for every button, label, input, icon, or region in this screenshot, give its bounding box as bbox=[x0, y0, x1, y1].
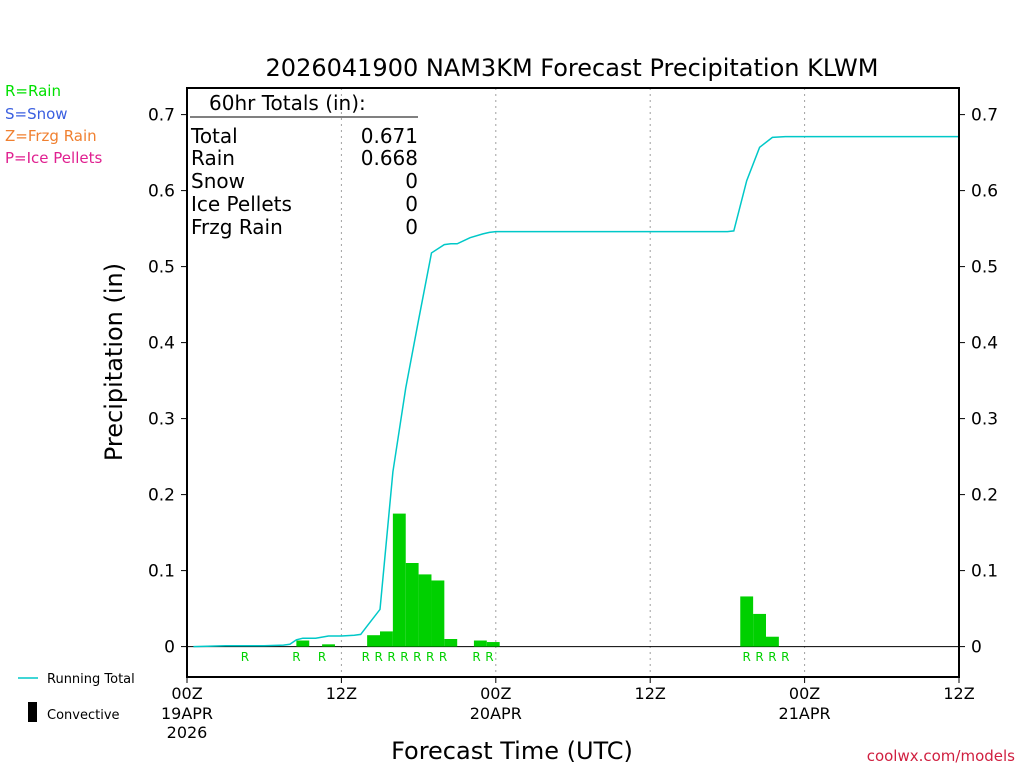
totals-value-ice-pellets: 0 bbox=[405, 192, 418, 216]
legend-frzg-rain: Z=Frzg Rain bbox=[5, 127, 97, 145]
x-tick-label: 00Z bbox=[171, 684, 202, 703]
y-tick-label-left: 0.1 bbox=[148, 562, 175, 582]
precip-bar bbox=[380, 631, 393, 647]
y-axis-ticks: 0 00.1 0.10.2 0.20.3 0.30.4 0.40.5 0.50.6 0.60.… bbox=[148, 106, 998, 658]
precip-type-marker: R bbox=[292, 650, 300, 664]
bottom-legend: Running Total Convective bbox=[18, 672, 135, 723]
totals-heading: 60hr Totals (in): bbox=[209, 91, 366, 115]
gridlines bbox=[340, 88, 806, 677]
x-tick-date-label: 19APR bbox=[161, 704, 213, 723]
precip-bar bbox=[431, 580, 445, 647]
precip-bars bbox=[296, 513, 779, 647]
totals-value-rain: 0.668 bbox=[361, 146, 418, 170]
precip-type-marker: R bbox=[768, 650, 776, 664]
precip-bar bbox=[473, 640, 487, 647]
y-tick-label-left: 0.6 bbox=[148, 182, 175, 202]
y-tick-label-left: 0.7 bbox=[148, 106, 175, 126]
totals-label-total: Total bbox=[190, 124, 238, 148]
totals-value-snow: 0 bbox=[405, 169, 418, 193]
x-tick-date-label: 2026 bbox=[167, 723, 208, 742]
legend-snow: S=Snow bbox=[5, 105, 68, 123]
precip-type-marker: R bbox=[318, 650, 326, 664]
y-tick-label-right: 0.1 bbox=[971, 562, 998, 582]
x-tick-label: 12Z bbox=[326, 684, 357, 703]
convective-label: Convective bbox=[47, 708, 120, 723]
precip-type-marker: R bbox=[413, 650, 421, 664]
precip-bar bbox=[418, 574, 432, 647]
type-legend: R=Rain S=Snow Z=Frzg Rain P=Ice Pellets bbox=[5, 82, 102, 167]
totals-label-ice-pellets: Ice Pellets bbox=[191, 192, 292, 216]
precip-type-marker: R bbox=[781, 650, 789, 664]
precip-type-marker: R bbox=[241, 650, 249, 664]
y-tick-label-right: 0 bbox=[971, 638, 982, 658]
totals-label-frzg-rain: Frzg Rain bbox=[191, 215, 283, 239]
precip-type-marker: R bbox=[375, 650, 383, 664]
y-tick-label-right: 0.6 bbox=[971, 182, 998, 202]
precip-type-marker: R bbox=[472, 650, 480, 664]
y-tick-label-right: 0.2 bbox=[971, 486, 998, 506]
precip-type-marker: R bbox=[426, 650, 434, 664]
y-tick-label-right: 0.7 bbox=[971, 106, 998, 126]
running-total-line bbox=[193, 135, 959, 648]
totals-value-frzg-rain: 0 bbox=[405, 215, 418, 239]
legend-rain: R=Rain bbox=[5, 82, 61, 100]
totals-label-rain: Rain bbox=[191, 146, 235, 170]
precip-bar bbox=[486, 642, 500, 647]
precip-type-marker: R bbox=[743, 650, 751, 664]
x-tick-label: 00Z bbox=[480, 684, 511, 703]
y-tick-label-right: 0.4 bbox=[971, 334, 998, 354]
y-tick-label-left: 0.2 bbox=[148, 486, 175, 506]
x-tick-label: 12Z bbox=[943, 684, 974, 703]
y-tick-label-right: 0.5 bbox=[971, 258, 998, 278]
precip-type-marker: R bbox=[362, 650, 370, 664]
precip-bar bbox=[296, 640, 310, 647]
plot-frame bbox=[186, 87, 960, 678]
credit-text: coolwx.com/models bbox=[867, 747, 1015, 765]
precip-type-marker: R bbox=[387, 650, 395, 664]
precip-type-marker: R bbox=[400, 650, 408, 664]
totals-label-snow: Snow bbox=[191, 169, 245, 193]
x-tick-label: 12Z bbox=[635, 684, 666, 703]
precip-bar bbox=[753, 613, 766, 647]
x-tick-date-label: 21APR bbox=[779, 704, 831, 723]
precip-bar bbox=[392, 513, 406, 647]
y-tick-label-left: 0.4 bbox=[148, 334, 175, 354]
x-tick-label: 00Z bbox=[789, 684, 820, 703]
y-tick-label-left: 0.3 bbox=[148, 410, 175, 430]
convective-swatch bbox=[28, 702, 37, 722]
precip-type-marker: R bbox=[439, 650, 447, 664]
y-tick-label-left: 0.5 bbox=[148, 258, 175, 278]
precip-bar bbox=[444, 639, 458, 647]
precip-bar bbox=[740, 596, 754, 647]
precip-type-marker: R bbox=[755, 650, 763, 664]
totals-value-total: 0.671 bbox=[361, 124, 418, 148]
x-axis-label: Forecast Time (UTC) bbox=[391, 737, 633, 765]
precip-type-marker: R bbox=[485, 650, 493, 664]
precip-bar bbox=[322, 644, 335, 647]
legend-ice-pellets: P=Ice Pellets bbox=[5, 149, 102, 167]
y-tick-label-right: 0.3 bbox=[971, 410, 998, 430]
precip-bar bbox=[766, 636, 779, 647]
precip-bar bbox=[405, 563, 419, 647]
y-axis-label: Precipitation (in) bbox=[100, 263, 128, 461]
x-tick-date-label: 20APR bbox=[470, 704, 522, 723]
chart-title: 2026041900 NAM3KM Forecast Precipitation… bbox=[266, 54, 879, 82]
totals-box: 60hr Totals (in): Total 0.671 Rain 0.668… bbox=[190, 91, 418, 239]
precip-bar bbox=[367, 635, 380, 647]
running-total-label: Running Total bbox=[47, 672, 135, 687]
y-tick-label-left: 0 bbox=[164, 638, 175, 658]
